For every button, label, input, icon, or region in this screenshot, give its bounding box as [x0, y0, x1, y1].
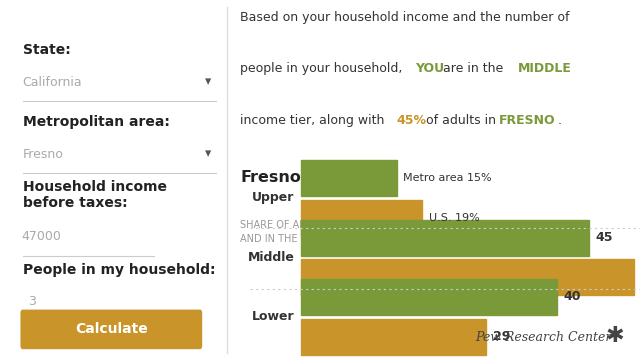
Text: 29: 29	[493, 330, 510, 343]
Text: YOU: YOU	[415, 63, 444, 76]
Text: FRESNO: FRESNO	[499, 114, 556, 127]
Text: 45%: 45%	[397, 114, 427, 127]
Text: .: .	[557, 114, 561, 127]
Bar	[301, 259, 634, 295]
Text: Fresno: Fresno	[23, 148, 63, 161]
Text: 45: 45	[595, 231, 612, 244]
Text: Middle: Middle	[248, 251, 294, 264]
Text: Upper: Upper	[252, 192, 294, 204]
Text: U.S. 19%: U.S. 19%	[429, 213, 479, 223]
Text: are in the: are in the	[439, 63, 507, 76]
Text: 47000: 47000	[21, 230, 61, 243]
Text: Metropolitan area:: Metropolitan area:	[23, 115, 170, 129]
Text: people in your household,: people in your household,	[240, 63, 406, 76]
Text: MIDDLE: MIDDLE	[518, 63, 572, 76]
Text: ▾: ▾	[205, 148, 211, 161]
Text: Pew Research Center: Pew Research Center	[475, 331, 611, 344]
Text: Fresno: Fresno	[240, 170, 301, 185]
Text: 40: 40	[563, 291, 580, 303]
Bar	[301, 319, 486, 355]
Text: of adults in: of adults in	[422, 114, 500, 127]
Text: California: California	[23, 76, 83, 89]
Text: ✱: ✱	[605, 325, 624, 346]
Bar	[301, 160, 397, 196]
Text: Calculate: Calculate	[75, 323, 148, 336]
Text: Household income
before taxes:: Household income before taxes:	[23, 180, 166, 210]
Bar	[301, 279, 557, 315]
Text: SHARE OF ADULTS IN EACH INCOME TIER IN YOUR METRO AREA
AND IN THE U.S.: SHARE OF ADULTS IN EACH INCOME TIER IN Y…	[240, 220, 552, 244]
Text: People in my household:: People in my household:	[23, 263, 215, 277]
Text: Based on your household income and the number of: Based on your household income and the n…	[240, 11, 570, 24]
Text: State:: State:	[23, 43, 70, 57]
Text: ▾: ▾	[205, 76, 211, 89]
Text: Metro area 15%: Metro area 15%	[403, 173, 492, 183]
Bar	[301, 200, 422, 236]
FancyBboxPatch shape	[20, 310, 202, 349]
Text: 3: 3	[28, 295, 36, 308]
Text: income tier, along with: income tier, along with	[240, 114, 388, 127]
Text: Lower: Lower	[252, 310, 294, 323]
Bar	[301, 220, 589, 256]
